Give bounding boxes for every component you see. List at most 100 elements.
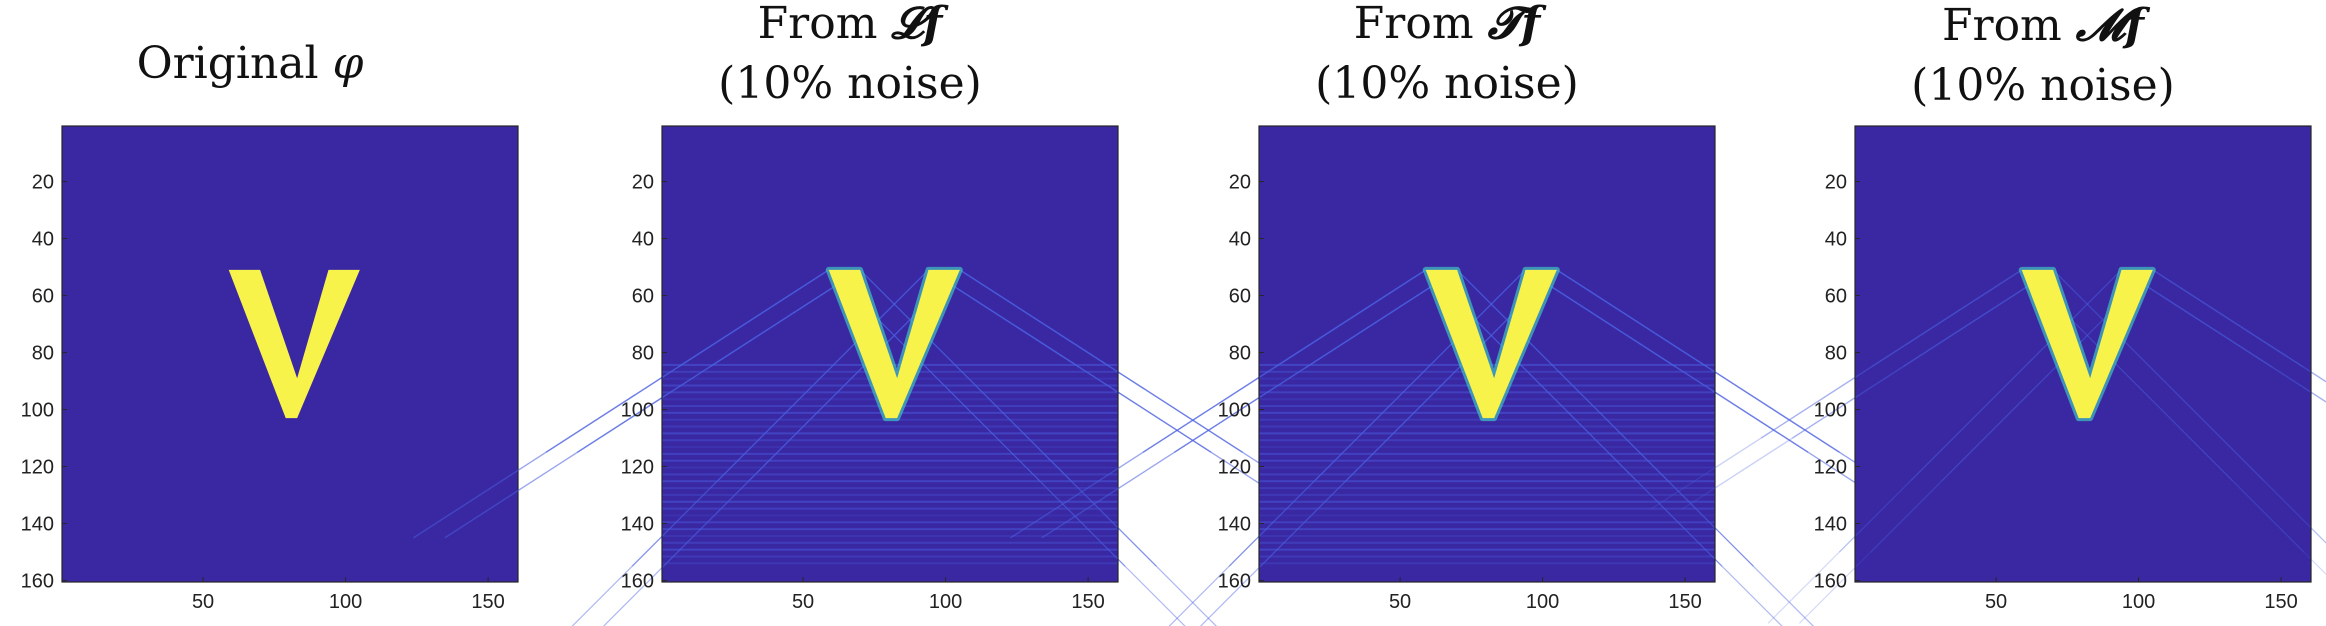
v-shape — [828, 269, 960, 419]
artifact-streak — [2121, 269, 2326, 403]
artifact-band — [1259, 432, 1715, 435]
y-tick-label: 140 — [21, 514, 54, 536]
artifact-streak — [2021, 269, 2326, 576]
x-tick-label: 100 — [2122, 591, 2155, 613]
artifact-band — [662, 487, 1118, 490]
artifact-streak — [2052, 269, 2326, 544]
v-shape — [228, 269, 360, 419]
artifact-streak — [859, 269, 1072, 482]
artifact-band — [1259, 480, 1715, 483]
artifact-band — [662, 466, 1118, 469]
y-tick-label: 40 — [1825, 229, 1847, 251]
y-tick-label: 80 — [1825, 343, 1847, 365]
artifact-streak — [2152, 269, 2326, 383]
title-symbol: 𝓛𝒇 — [891, 0, 943, 49]
y-tick-label: 20 — [632, 172, 654, 194]
heatmap-plot: 50 100 150 20 40 60 80 100 120 140 160 — [1010, 125, 1973, 626]
axis-frame — [61, 125, 519, 583]
x-tick-label: 100 — [329, 591, 362, 613]
y-tick-label: 120 — [21, 457, 54, 479]
title-prefix: From — [1942, 0, 2062, 51]
x-tick-label: 150 — [471, 591, 504, 613]
x-tick-label: 50 — [1985, 591, 2007, 613]
artifact-streak — [1314, 269, 1526, 482]
artifact-streak — [828, 269, 1186, 626]
artifact-streak — [2152, 269, 2304, 368]
artifact-band — [1259, 446, 1715, 449]
panel-original: Original φ 50 100 150 20 40 60 80 100 120 140 160 — [0, 0, 519, 626]
y-tick-label: 100 — [21, 400, 54, 422]
artifact-band — [662, 459, 1118, 462]
panel-from-tf: From 𝓣𝒇 (10% noise) 50 100 150 20 40 60 80 100 1… — [1010, 0, 1973, 626]
y-tick-label: 140 — [621, 514, 654, 536]
y-tick-label: 80 — [1229, 343, 1251, 365]
axis-frame — [1854, 125, 2312, 583]
x-tick-label: 150 — [1071, 591, 1104, 613]
artifact-streak — [1650, 269, 2023, 510]
artifact-band — [1259, 514, 1715, 517]
title-prefix: From — [1353, 0, 1474, 49]
artifact-band — [662, 562, 1118, 565]
y-tick-label: 160 — [21, 571, 54, 593]
artifact-band — [1259, 548, 1715, 551]
heatmap-background — [62, 126, 518, 582]
panel-subtitle: (10% noise) — [1315, 58, 1579, 109]
artifact-band — [662, 507, 1118, 510]
y-tick-label: 120 — [1814, 457, 1847, 479]
panel-from-lf: From 𝓛𝒇 (10% noise) 50 100 150 20 40 60 80 100 1… — [413, 0, 1376, 626]
artifact-band — [662, 528, 1118, 531]
artifact-streak — [1871, 269, 2023, 368]
artifact-streak — [1260, 269, 1558, 567]
artifact-band — [662, 480, 1118, 483]
v-shape — [1425, 269, 1557, 419]
artifact-band — [662, 452, 1118, 455]
title-symbol: 𝓜𝒇 — [2075, 0, 2144, 51]
y-tick-label: 160 — [1218, 571, 1251, 593]
artifact-streak — [1425, 269, 1783, 626]
y-tick-label: 40 — [1229, 229, 1251, 251]
y-tick-label: 20 — [1229, 172, 1251, 194]
artifact-band — [662, 493, 1118, 496]
reconstruction-layer — [228, 269, 360, 419]
artifact-band — [1259, 473, 1715, 476]
artifact-band — [662, 500, 1118, 503]
artifact-band — [1259, 555, 1715, 558]
artifact-band — [662, 439, 1118, 442]
y-tick-label: 80 — [32, 343, 54, 365]
panel-title: Original φ — [0, 42, 500, 86]
y-tick-label: 120 — [1218, 457, 1251, 479]
y-tick-label: 160 — [621, 571, 654, 593]
title-symbol: φ — [332, 38, 364, 89]
artifact-streak — [444, 269, 861, 539]
artifact-band — [1259, 425, 1715, 428]
artifact-streak — [1799, 269, 2154, 624]
artifact-band — [662, 555, 1118, 558]
y-tick-label: 40 — [32, 229, 54, 251]
x-tick-label: 100 — [929, 591, 962, 613]
artifact-streak — [1838, 269, 2122, 553]
y-tick-label: 20 — [1825, 172, 1847, 194]
artifact-streak — [663, 269, 961, 567]
artifact-streak — [602, 269, 961, 626]
artifact-band — [1259, 452, 1715, 455]
artifact-streak — [1760, 269, 2023, 439]
artifact-streak — [1456, 269, 1754, 567]
artifact-streak — [413, 269, 830, 539]
artifact-band — [1259, 459, 1715, 462]
x-tick-label: 50 — [1389, 591, 1411, 613]
artifact-band — [662, 514, 1118, 517]
artifact-streak — [1199, 269, 1558, 626]
y-tick-label: 40 — [632, 229, 654, 251]
y-tick-label: 60 — [1825, 286, 1847, 308]
artifact-band — [1259, 500, 1715, 503]
artifact-band — [1259, 487, 1715, 490]
reconstruction-layer — [1010, 266, 1973, 626]
x-tick-label: 50 — [792, 591, 814, 613]
artifact-band — [662, 425, 1118, 428]
artifact-streak — [1792, 269, 2054, 439]
y-tick-label: 20 — [32, 172, 54, 194]
y-tick-label: 160 — [1814, 571, 1847, 593]
x-tick-label: 100 — [1526, 591, 1559, 613]
artifact-band — [1259, 493, 1715, 496]
heatmap-plot: 50 100 150 20 40 60 80 100 120 140 160 — [1650, 125, 2326, 624]
